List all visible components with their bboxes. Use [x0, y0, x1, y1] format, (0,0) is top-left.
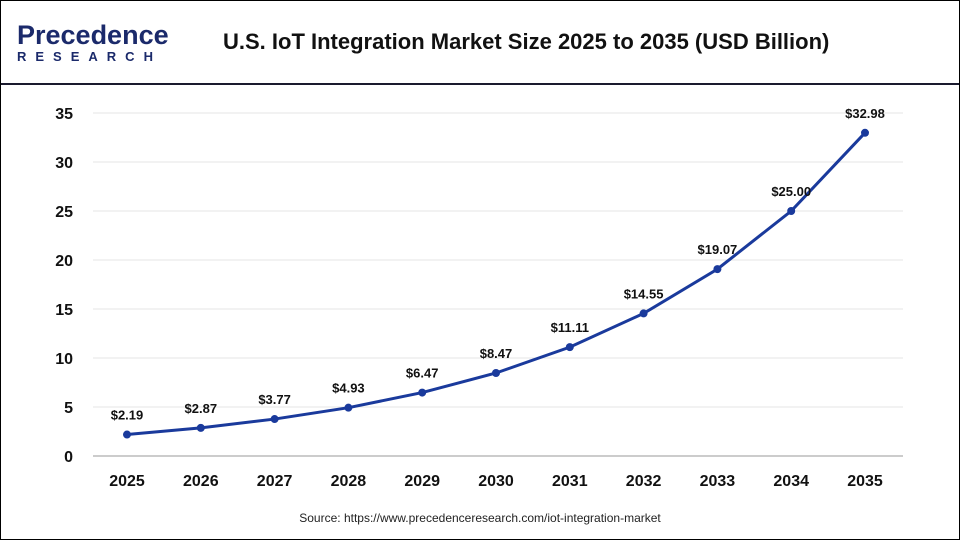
data-point	[565, 343, 574, 352]
x-tick-label: 2031	[552, 473, 588, 490]
x-tick-label: 2035	[847, 473, 883, 490]
y-tick-label: 15	[55, 302, 73, 319]
x-tick-label: 2027	[257, 473, 293, 490]
y-tick-label: 25	[55, 204, 73, 221]
logo-line2: RESEARCH	[17, 49, 162, 64]
data-point	[196, 423, 205, 432]
source-note: Source: https://www.precedenceresearch.c…	[299, 511, 661, 525]
logo-line1: Precedence	[17, 20, 169, 50]
data-point	[861, 128, 869, 137]
x-tick-label: 2029	[404, 473, 440, 490]
x-tick-label: 2028	[331, 473, 367, 490]
y-tick-label: 35	[55, 106, 73, 123]
data-label: $2.87	[185, 401, 218, 416]
data-label: $4.93	[332, 381, 365, 396]
data-label: $19.07	[698, 242, 738, 257]
data-point	[492, 368, 500, 377]
data-point	[713, 265, 722, 274]
y-tick-label: 0	[64, 449, 73, 466]
data-label: $8.47	[480, 346, 513, 361]
data-label: $3.77	[258, 392, 291, 407]
y-tick-label: 20	[55, 253, 73, 270]
logo: Precedence RESEARCH	[17, 21, 169, 65]
x-tick-label: 2033	[700, 473, 736, 490]
data-label: $14.55	[624, 286, 664, 301]
x-tick-label: 2026	[183, 473, 219, 490]
y-tick-label: 5	[64, 400, 73, 417]
data-label: $11.11	[551, 320, 589, 335]
x-tick-label: 2030	[478, 473, 514, 490]
series-line	[126, 131, 867, 437]
data-point	[344, 403, 353, 412]
y-tick-label: 30	[55, 155, 73, 172]
data-point	[123, 430, 131, 439]
data-label: $6.47	[406, 366, 439, 381]
data-point	[787, 207, 796, 215]
data-point	[639, 309, 648, 318]
data-label: $25.00	[771, 184, 811, 199]
header: Precedence RESEARCH U.S. IoT Integration…	[1, 1, 959, 85]
y-tick-label: 10	[55, 351, 73, 368]
x-tick-label: 2025	[109, 473, 145, 490]
data-label: $2.19	[111, 408, 144, 423]
x-tick-label: 2032	[626, 473, 662, 490]
data-point	[270, 415, 279, 424]
data-label: $32.98	[845, 106, 885, 121]
data-point	[418, 388, 427, 397]
chart-title: U.S. IoT Integration Market Size 2025 to…	[223, 29, 830, 54]
x-tick-label: 2034	[773, 473, 809, 490]
